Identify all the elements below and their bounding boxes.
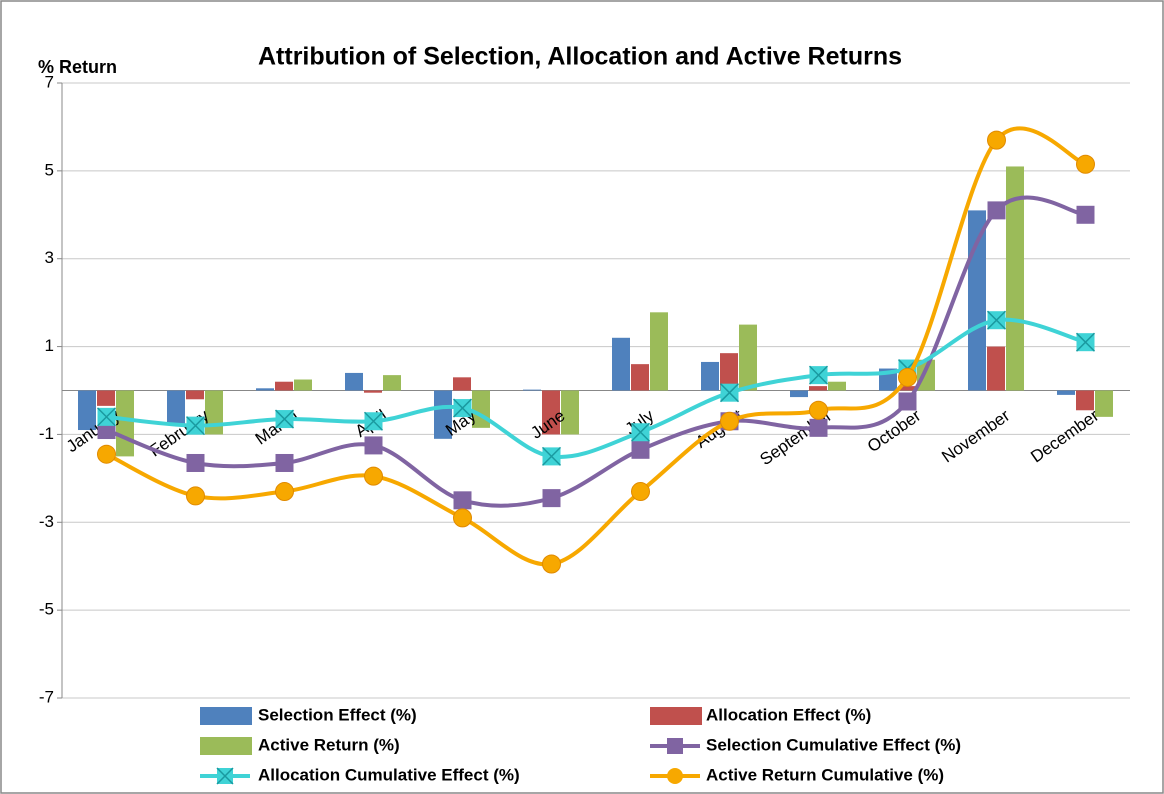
- bar: [720, 353, 738, 391]
- line-marker: [453, 491, 472, 510]
- line-marker: [186, 453, 205, 472]
- line-marker-cross: [185, 416, 206, 436]
- legend-label: Active Return Cumulative (%): [706, 765, 944, 784]
- bar: [1006, 166, 1024, 391]
- bar: [1076, 390, 1094, 411]
- legend-swatch: [200, 737, 252, 755]
- bar: [294, 379, 312, 391]
- bar: [790, 390, 808, 398]
- line-marker-cross: [363, 411, 384, 431]
- y-axis-label: % Return: [38, 57, 117, 77]
- legend-label: Allocation Effect (%): [706, 705, 871, 724]
- line-marker: [186, 486, 205, 506]
- bar: [612, 337, 630, 391]
- bar: [167, 390, 185, 424]
- legend-marker: [667, 768, 683, 784]
- legend-label: Selection Cumulative Effect (%): [706, 735, 961, 754]
- line-marker: [720, 411, 739, 431]
- bar: [453, 377, 471, 391]
- legend-label: Selection Effect (%): [258, 705, 417, 724]
- bar: [275, 381, 293, 391]
- bar: [78, 390, 96, 431]
- bar: [809, 386, 827, 391]
- line-marker: [1076, 154, 1095, 174]
- bar: [205, 390, 223, 435]
- bar: [701, 361, 719, 391]
- bar: [97, 390, 115, 406]
- chart-title: Attribution of Selection, Allocation and…: [258, 43, 902, 71]
- y-tick-label: -1: [39, 424, 54, 443]
- line-marker-cross: [274, 409, 295, 429]
- line-marker: [631, 482, 650, 502]
- line-marker: [898, 392, 917, 411]
- line-marker: [987, 130, 1006, 150]
- line-marker-cross: [452, 398, 473, 418]
- legend-swatch: [200, 707, 252, 725]
- bar: [256, 388, 274, 391]
- line-marker: [97, 444, 116, 464]
- bar: [898, 386, 916, 391]
- line-marker: [453, 508, 472, 528]
- bar: [987, 346, 1005, 391]
- legend-label: Allocation Cumulative Effect (%): [258, 765, 520, 784]
- line-marker: [275, 453, 294, 472]
- line-marker: [898, 367, 917, 387]
- line-marker-cross: [1075, 332, 1096, 352]
- legend-marker-cross: [216, 767, 234, 785]
- line-marker-cross: [808, 365, 829, 385]
- bar: [650, 312, 668, 391]
- bar: [968, 210, 986, 391]
- bar: [383, 375, 401, 391]
- bar: [523, 389, 541, 391]
- line-marker: [542, 554, 561, 574]
- y-tick-label: -3: [39, 512, 54, 531]
- y-tick-label: 1: [45, 336, 54, 355]
- legend-label: Active Return (%): [258, 735, 400, 754]
- bar: [542, 390, 560, 435]
- line-marker: [631, 440, 650, 459]
- line-marker: [987, 201, 1006, 220]
- bar: [1057, 390, 1075, 395]
- bar: [186, 390, 204, 400]
- bar: [364, 390, 382, 393]
- bar: [631, 364, 649, 391]
- legend-swatch: [650, 707, 702, 725]
- legend-marker: [667, 738, 683, 754]
- line-marker: [364, 466, 383, 486]
- line-marker-cross: [541, 446, 562, 466]
- line-marker: [364, 436, 383, 455]
- line-marker: [809, 418, 828, 437]
- line-marker-cross: [719, 383, 740, 403]
- y-tick-label: 7: [45, 72, 54, 91]
- bar: [345, 372, 363, 391]
- bar: [828, 381, 846, 391]
- y-tick-label: 3: [45, 248, 54, 267]
- bar: [561, 390, 579, 435]
- bar: [739, 324, 757, 391]
- line-marker: [275, 482, 294, 502]
- bar: [434, 390, 452, 439]
- line-marker: [542, 489, 561, 508]
- y-tick-label: 5: [45, 160, 54, 179]
- y-tick-label: -7: [39, 687, 54, 706]
- line-marker-cross: [96, 407, 117, 427]
- line-marker: [809, 400, 828, 420]
- bar: [1095, 390, 1113, 417]
- y-tick-label: -5: [39, 600, 54, 619]
- line-marker-cross: [986, 310, 1007, 330]
- line-marker: [1076, 205, 1095, 224]
- line-marker-cross: [630, 422, 651, 442]
